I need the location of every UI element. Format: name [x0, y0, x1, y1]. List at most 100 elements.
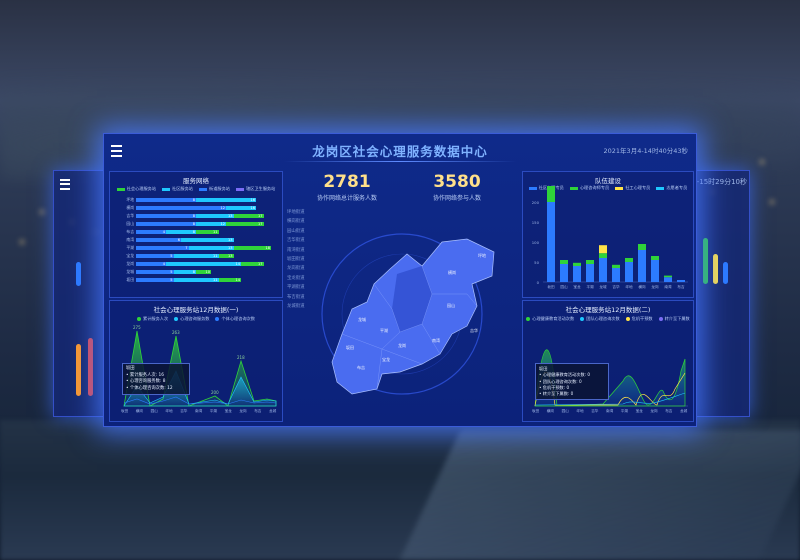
panel-title: 社会心理服务站12月数据(二) — [565, 306, 651, 314]
side-bar — [76, 262, 81, 286]
bar-row: 龙城 5 8 10 — [120, 269, 211, 274]
map-list-item[interactable]: 吉华街道 — [287, 238, 305, 244]
map-list-item[interactable]: 南湾街道 — [287, 247, 305, 253]
x-tick: 龙岗 — [650, 408, 658, 413]
map-region-highlight[interactable] — [392, 266, 432, 332]
bar-segment: 12 — [136, 206, 226, 210]
chart-tooltip: 坂田 • 累计服务人次: 16 • 心理咨询服务数: 8 • 个体心理咨询次数:… — [122, 363, 190, 395]
stat-label: 协作网络总计服务人数 — [316, 195, 377, 202]
panel-monthly-data-2: 社会心理服务站12月数据(二) 心理健康教育活动次数 团队心理咨询次数 危机干预… — [522, 300, 694, 422]
x-tick: 坪地 — [165, 408, 173, 413]
bar-label: 园山 — [126, 221, 134, 226]
x-tick: 南湾 — [664, 284, 672, 289]
tooltip-line: • 心理咨询服务数: 8 — [126, 379, 166, 384]
panel-title: 服务网络 — [183, 177, 209, 185]
tooltip-title: 坂田 — [126, 366, 135, 371]
bar-segment: 14 — [218, 278, 241, 282]
bar-segment: 8 — [136, 198, 196, 202]
bar — [638, 244, 646, 250]
bar-segment: 4 — [136, 230, 166, 234]
x-tick: 园山 — [560, 284, 568, 289]
x-tick: 吉华 — [180, 408, 188, 413]
x-tick: 横岗 — [638, 284, 646, 289]
bar — [664, 277, 672, 282]
data-label: 275 — [133, 325, 141, 330]
x-tick: 布吉 — [677, 284, 685, 289]
district-map: 坪地 横岗 园山 吉华 南湾 坂田 龙岗 宝龙 平湖 布吉 龙城 — [321, 233, 495, 395]
side-bar — [76, 344, 81, 396]
tooltip-line: • 危机干预数: 0 — [539, 384, 570, 390]
bar-segment: 6 — [136, 238, 181, 242]
bar-row: 南湾 6 13 — [120, 237, 234, 242]
x-tick: 坪地 — [576, 408, 584, 413]
bar-label: 南湾 — [126, 237, 134, 242]
map-label: 布吉 — [357, 364, 365, 370]
stat-value: 3580 — [433, 172, 481, 192]
tooltip-title: 坂田 — [539, 366, 548, 371]
bar-row: 布吉 4 8 11 — [120, 229, 219, 234]
bar-row: 横岗 12 16 — [120, 205, 256, 210]
bar-segment: 16 — [196, 198, 256, 202]
map-list-item[interactable]: 坪地街道 — [287, 210, 305, 215]
map-label: 横岗 — [448, 269, 456, 275]
bar — [664, 275, 672, 278]
bar — [573, 266, 581, 282]
x-tick: 平湖 — [586, 284, 594, 289]
bar-row: 坪地 8 16 — [120, 197, 256, 202]
stacked-bar-chart: 200 150 100 50 0 坂田 园山 宝龙 平湖 龙城 吉华 坪地 横岗 龙岗 南湾 布吉 — [532, 186, 688, 289]
map-label: 南湾 — [432, 337, 440, 343]
chart-legend: 累计服务人次 心理咨询服务数 个体心理咨询次数 — [110, 316, 282, 322]
bar — [651, 256, 659, 260]
map-list-item[interactable]: 横岗街道 — [287, 219, 305, 225]
map-list-item[interactable]: 坂田街道 — [287, 257, 305, 263]
bar — [599, 258, 607, 282]
bar-segment: 4 — [136, 262, 166, 266]
series-area — [123, 370, 277, 407]
x-tick: 龙城 — [269, 408, 277, 413]
x-tick: 平湖 — [621, 408, 629, 413]
map-list-item[interactable]: 龙岗街道 — [287, 266, 305, 272]
bar — [586, 264, 594, 282]
map-district-list: 坪地街道 横岗街道 园山街道 吉华街道 南湾街道 坂田街道 龙岗街道 宝龙街道 … — [287, 208, 305, 311]
bar-segment: 12 — [196, 222, 226, 226]
bar-segment: 11 — [173, 278, 219, 282]
bar-row: 园山 8 12 17 — [120, 221, 264, 226]
x-tick: 龙城 — [599, 284, 607, 289]
map-list-item[interactable]: 布吉街道 — [287, 294, 305, 300]
map-list-item[interactable]: 宝龙街道 — [287, 275, 305, 281]
bar — [625, 258, 633, 262]
bar-row: 宝龙 5 11 13 — [120, 253, 234, 258]
bar-segment: 8 — [173, 270, 196, 274]
bar — [651, 260, 659, 282]
chart-tooltip: 坂田 • 心理健康教育活动次数: 0 • 团队心理咨询次数: 0 • 危机干预数… — [535, 363, 609, 401]
x-tick: 园山 — [562, 408, 570, 413]
bar-segment: 16 — [226, 206, 256, 210]
data-label: 263 — [172, 330, 180, 335]
x-tick: 宝龙 — [636, 408, 644, 413]
chart-legend: 社会心理服务站 社区服务站 街道服务站 辖区卫生服务站 — [110, 186, 282, 192]
map-list-item[interactable]: 龙城街道 — [287, 304, 305, 310]
bar — [573, 262, 581, 266]
x-tick: 坂田 — [121, 408, 129, 413]
bar-segment: 11 — [173, 254, 219, 258]
bar-segment: 5 — [136, 270, 174, 274]
panel-service-network: 服务网络 社会心理服务站 社区服务站 街道服务站 辖区卫生服务站 坪地 8 16 横岗… — [109, 171, 283, 298]
bar — [547, 202, 555, 282]
x-tick: 横岗 — [136, 408, 144, 413]
x-tick: 坪地 — [625, 284, 633, 289]
x-tick: 龙岗 — [239, 408, 247, 413]
bar — [560, 260, 568, 264]
side-bar — [723, 262, 728, 284]
bar-row: 吉华 8 13 17 — [120, 213, 264, 218]
map-list-item[interactable]: 平湖街道 — [287, 285, 305, 291]
menu-icon[interactable] — [111, 145, 122, 157]
menu-icon[interactable] — [60, 179, 70, 190]
bar — [547, 186, 555, 202]
bar-label: 宝龙 — [126, 253, 134, 258]
x-tick: 坂田 — [532, 408, 540, 413]
bar-segment: 8 — [136, 222, 196, 226]
bar — [625, 262, 633, 282]
panel-title: 队伍建设 — [595, 177, 621, 185]
bar-segment: 13 — [188, 246, 234, 250]
map-list-item[interactable]: 园山街道 — [287, 228, 305, 234]
